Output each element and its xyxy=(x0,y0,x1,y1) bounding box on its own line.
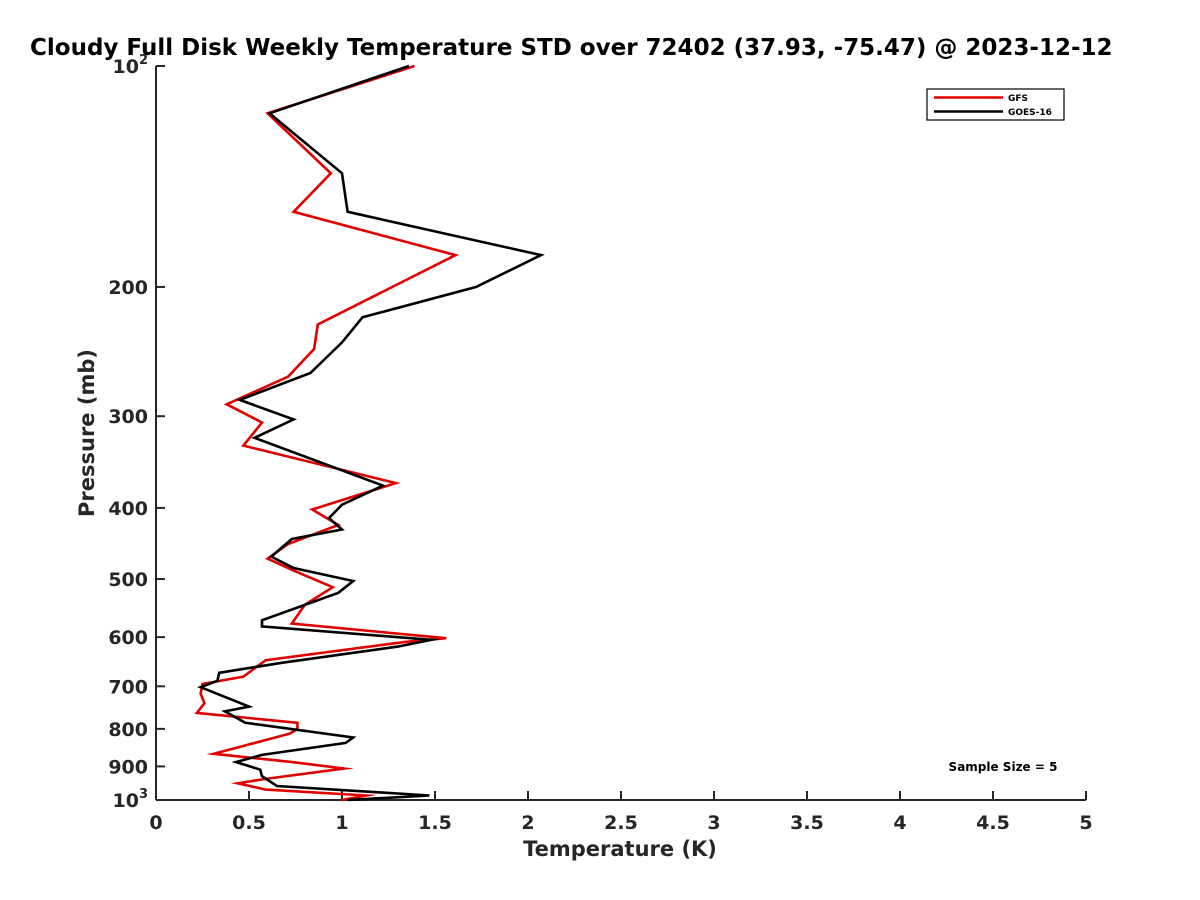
y-tick-label: 400 xyxy=(108,498,148,520)
y-tick-label: 900 xyxy=(108,756,148,778)
chart-title: Cloudy Full Disk Weekly Temperature STD … xyxy=(30,35,1113,61)
y-tick-label: 700 xyxy=(108,676,148,698)
legend-label: GFS xyxy=(1008,94,1028,104)
y-axis-label: Pressure (mb) xyxy=(75,349,99,517)
legend-box xyxy=(926,88,1065,121)
y-tick-label: 102 xyxy=(113,53,149,78)
y-tick-label: 300 xyxy=(108,406,148,428)
x-tick-label: 1 xyxy=(335,812,348,834)
x-tick-label: 3.5 xyxy=(790,812,824,834)
y-tick-label: 500 xyxy=(108,569,148,591)
x-tick-label: 3 xyxy=(707,812,720,834)
y-tick-exponent: 3 xyxy=(139,787,148,802)
y-tick-label: 200 xyxy=(108,277,148,299)
series-line-goes-16 xyxy=(197,64,545,802)
x-tick-label: 2.5 xyxy=(604,812,638,834)
x-tick-label: 2 xyxy=(521,812,534,834)
x-tick-label: 4.5 xyxy=(976,812,1010,834)
x-tick-label: 5 xyxy=(1079,812,1092,834)
series-lines xyxy=(194,64,545,802)
series-line-gfs xyxy=(194,64,460,802)
axes: 0 0.5 1 1.5 2 2.5 3 3.5 4 4.5 5 102 200 300 400 500 600 7… xyxy=(108,53,1092,834)
y-tick-label: 600 xyxy=(108,627,148,649)
legend-label: GOES-16 xyxy=(1008,108,1052,118)
y-tick-exponent: 2 xyxy=(139,53,148,68)
y-tick-label: 800 xyxy=(108,719,148,741)
sample-size-annotation: Sample Size = 5 xyxy=(949,760,1058,774)
legend: GFS GOES-16 xyxy=(926,88,1065,121)
x-tick-label: 0.5 xyxy=(232,812,266,834)
x-axis-label: Temperature (K) xyxy=(523,837,717,861)
x-tick-label: 1.5 xyxy=(418,812,452,834)
x-tick-label: 0 xyxy=(149,812,162,834)
x-tick-label: 4 xyxy=(893,812,906,834)
y-tick-label: 103 xyxy=(113,787,149,812)
